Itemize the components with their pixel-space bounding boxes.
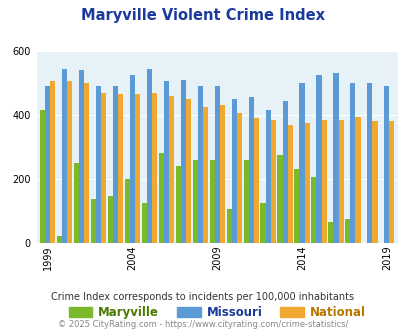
- Bar: [163, 82, 168, 243]
- Bar: [248, 97, 253, 243]
- Bar: [67, 82, 72, 243]
- Bar: [355, 116, 360, 243]
- Bar: [202, 107, 207, 243]
- Bar: [371, 121, 377, 243]
- Bar: [168, 96, 173, 243]
- Bar: [40, 110, 45, 243]
- Bar: [141, 203, 147, 243]
- Bar: [197, 86, 202, 243]
- Bar: [147, 69, 151, 243]
- Bar: [84, 83, 89, 243]
- Bar: [367, 83, 371, 243]
- Bar: [243, 160, 248, 243]
- Bar: [294, 169, 299, 243]
- Bar: [57, 236, 62, 243]
- Bar: [226, 209, 231, 243]
- Bar: [333, 74, 338, 243]
- Bar: [45, 86, 50, 243]
- Bar: [96, 86, 101, 243]
- Bar: [311, 177, 315, 243]
- Bar: [113, 86, 118, 243]
- Bar: [328, 222, 333, 243]
- Bar: [253, 118, 258, 243]
- Bar: [124, 179, 130, 243]
- Bar: [299, 83, 304, 243]
- Bar: [304, 123, 309, 243]
- Bar: [231, 99, 236, 243]
- Bar: [118, 94, 123, 243]
- Bar: [79, 70, 84, 243]
- Bar: [151, 93, 157, 243]
- Bar: [214, 86, 219, 243]
- Bar: [158, 153, 163, 243]
- Bar: [107, 196, 113, 243]
- Text: © 2025 CityRating.com - https://www.cityrating.com/crime-statistics/: © 2025 CityRating.com - https://www.city…: [58, 320, 347, 329]
- Text: Crime Index corresponds to incidents per 100,000 inhabitants: Crime Index corresponds to incidents per…: [51, 292, 354, 302]
- Bar: [74, 163, 79, 243]
- Bar: [209, 160, 214, 243]
- Bar: [175, 166, 180, 243]
- Bar: [388, 121, 394, 243]
- Bar: [270, 120, 275, 243]
- Bar: [338, 120, 343, 243]
- Bar: [321, 120, 326, 243]
- Bar: [236, 114, 241, 243]
- Bar: [192, 160, 197, 243]
- Legend: Maryville, Missouri, National: Maryville, Missouri, National: [69, 306, 364, 319]
- Bar: [315, 75, 321, 243]
- Bar: [287, 124, 292, 243]
- Bar: [282, 101, 287, 243]
- Bar: [91, 199, 96, 243]
- Bar: [277, 155, 282, 243]
- Bar: [344, 218, 350, 243]
- Bar: [185, 99, 190, 243]
- Bar: [50, 82, 55, 243]
- Bar: [384, 86, 388, 243]
- Bar: [134, 94, 140, 243]
- Bar: [265, 110, 270, 243]
- Bar: [350, 83, 355, 243]
- Text: Maryville Violent Crime Index: Maryville Violent Crime Index: [81, 8, 324, 23]
- Bar: [101, 93, 106, 243]
- Bar: [180, 80, 185, 243]
- Bar: [130, 75, 134, 243]
- Bar: [219, 105, 224, 243]
- Bar: [260, 203, 265, 243]
- Bar: [62, 69, 67, 243]
